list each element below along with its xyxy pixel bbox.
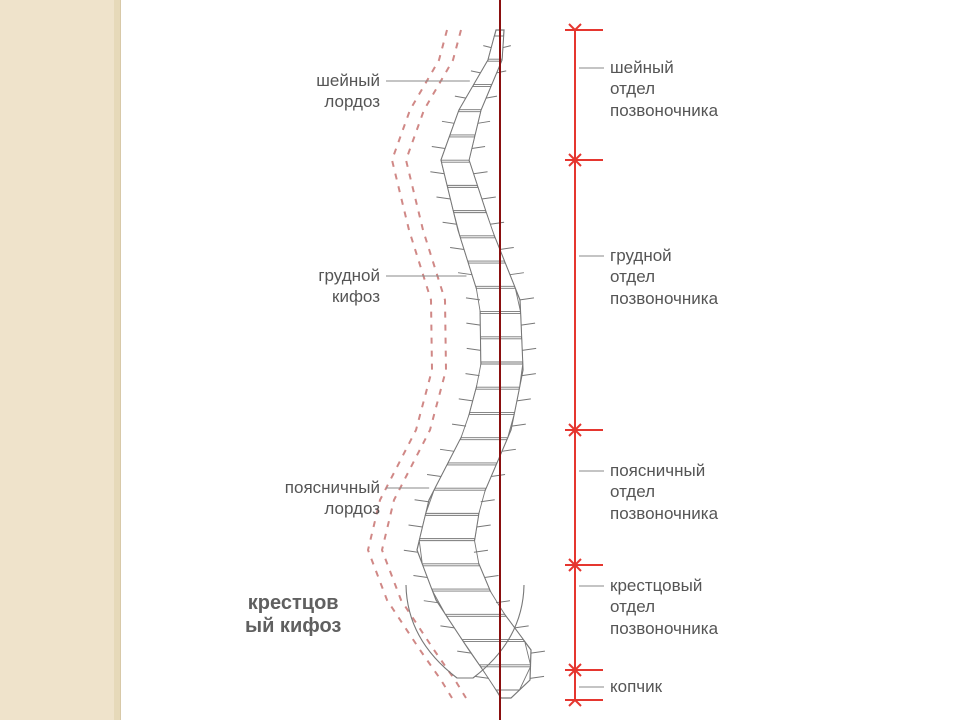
label-right-lumbar_region-line2: позвоночника bbox=[610, 503, 810, 524]
label-right-thoracic_region-line2: позвоночника bbox=[610, 288, 810, 309]
label-left-lumbar_lordosis-line0: поясничный bbox=[220, 477, 380, 498]
label-right-cervical_region: шейныйотделпозвоночника bbox=[610, 57, 810, 121]
label-right-lumbar_region: поясничныйотделпозвоночника bbox=[610, 460, 810, 524]
label-right-coccyx: копчик bbox=[610, 676, 810, 697]
label-right-sacral_region-line0: крестцовый bbox=[610, 575, 810, 596]
label-sacral-kyphosis: крестцовый кифоз bbox=[245, 592, 341, 638]
label-right-sacral_region-line2: позвоночника bbox=[610, 618, 810, 639]
label-left-thoracic_kyphosis-line1: кифоз bbox=[220, 286, 380, 307]
spine bbox=[404, 30, 545, 698]
label-right-lumbar_region-line1: отдел bbox=[610, 481, 810, 502]
label-sacral-kyphosis-line1: ый кифоз bbox=[245, 615, 341, 638]
label-left-cervical_lordosis: шейныйлордоз bbox=[220, 70, 380, 113]
label-sacral-kyphosis-line0: крестцов bbox=[245, 592, 341, 615]
label-left-lumbar_lordosis: поясничныйлордоз bbox=[220, 477, 380, 520]
label-left-lumbar_lordosis-line1: лордоз bbox=[220, 498, 380, 519]
label-right-coccyx-line0: копчик bbox=[610, 676, 810, 697]
diagram-stage: шейныйлордозгруднойкифозпоясничныйлордоз… bbox=[0, 0, 960, 720]
label-left-thoracic_kyphosis-line0: грудной bbox=[220, 265, 380, 286]
label-right-cervical_region-line2: позвоночника bbox=[610, 100, 810, 121]
label-left-cervical_lordosis-line0: шейный bbox=[220, 70, 380, 91]
label-right-cervical_region-line0: шейный bbox=[610, 57, 810, 78]
label-right-thoracic_region-line1: отдел bbox=[610, 266, 810, 287]
label-right-thoracic_region: груднойотделпозвоночника bbox=[610, 245, 810, 309]
label-left-cervical_lordosis-line1: лордоз bbox=[220, 91, 380, 112]
label-right-cervical_region-line1: отдел bbox=[610, 78, 810, 99]
label-left-thoracic_kyphosis: груднойкифоз bbox=[220, 265, 380, 308]
label-right-thoracic_region-line0: грудной bbox=[610, 245, 810, 266]
label-right-lumbar_region-line0: поясничный bbox=[610, 460, 810, 481]
label-right-sacral_region: крестцовыйотделпозвоночника bbox=[610, 575, 810, 639]
label-right-sacral_region-line1: отдел bbox=[610, 596, 810, 617]
diagram-svg bbox=[0, 0, 960, 720]
